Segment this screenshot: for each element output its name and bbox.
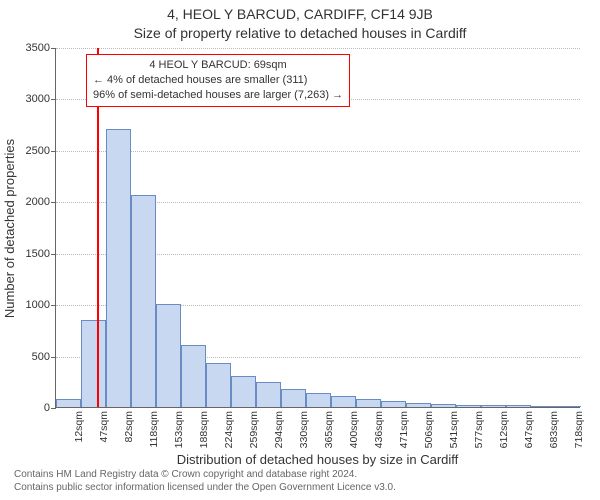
histogram-bar <box>106 129 131 407</box>
x-tick-label: 718sqm <box>573 411 585 448</box>
histogram-bar <box>456 405 481 407</box>
x-tick-label: 506sqm <box>423 411 435 448</box>
x-tick-label: 12sqm <box>73 411 85 443</box>
y-gridline <box>56 151 580 152</box>
plot-area: 050010001500200025003000350012sqm47sqm82… <box>55 48 580 408</box>
x-tick-label: 47sqm <box>98 411 110 443</box>
histogram-bar <box>431 404 456 407</box>
x-tick-label: 436sqm <box>373 411 385 448</box>
histogram-bar <box>481 405 506 407</box>
histogram-bar <box>506 405 531 407</box>
y-tick-label: 3500 <box>26 42 56 54</box>
histogram-bar <box>231 376 256 407</box>
y-axis-label: Number of detached properties <box>3 138 18 317</box>
x-tick-label: 612sqm <box>498 411 510 448</box>
annotation-box: 4 HEOL Y BARCUD: 69sqm← 4% of detached h… <box>86 54 350 107</box>
y-axis-label-container: Number of detached properties <box>2 48 18 408</box>
histogram-bar <box>206 363 231 407</box>
footer-line1: Contains HM Land Registry data © Crown c… <box>14 469 586 482</box>
histogram-bar <box>531 406 556 407</box>
footer-line2: Contains public sector information licen… <box>14 482 586 495</box>
x-tick-label: 330sqm <box>298 411 310 448</box>
x-tick-label: 188sqm <box>198 411 210 448</box>
y-tick-label: 0 <box>44 402 56 414</box>
y-tick-label: 3000 <box>26 93 56 105</box>
x-tick-label: 577sqm <box>473 411 485 448</box>
y-tick-label: 2000 <box>26 196 56 208</box>
chart-title-line2: Size of property relative to detached ho… <box>0 25 600 41</box>
histogram-bar <box>381 401 406 407</box>
x-tick-label: 400sqm <box>348 411 360 448</box>
x-tick-label: 259sqm <box>248 411 260 448</box>
x-tick-label: 365sqm <box>323 411 335 448</box>
histogram-bar <box>356 399 381 407</box>
histogram-bar <box>81 320 106 407</box>
annotation-line: 4 HEOL Y BARCUD: 69sqm <box>93 58 343 73</box>
y-gridline <box>56 48 580 49</box>
y-tick-label: 1500 <box>26 248 56 260</box>
x-tick-label: 153sqm <box>173 411 185 448</box>
x-tick-label: 294sqm <box>273 411 285 448</box>
y-tick-label: 1000 <box>26 299 56 311</box>
histogram-bar <box>56 399 81 407</box>
footer-text: Contains HM Land Registry data © Crown c… <box>14 469 586 494</box>
x-tick-label: 683sqm <box>548 411 560 448</box>
x-tick-label: 224sqm <box>223 411 235 448</box>
histogram-bar <box>181 345 206 407</box>
x-tick-label: 647sqm <box>523 411 535 448</box>
histogram-bar <box>256 382 281 407</box>
x-tick-label: 82sqm <box>123 411 135 443</box>
y-tick-label: 2500 <box>26 145 56 157</box>
histogram-bar <box>156 304 181 407</box>
histogram-bar <box>306 393 331 407</box>
annotation-line: 96% of semi-detached houses are larger (… <box>93 88 343 103</box>
chart-title-line1: 4, HEOL Y BARCUD, CARDIFF, CF14 9JB <box>0 6 600 22</box>
x-tick-label: 118sqm <box>148 411 160 448</box>
y-tick-label: 500 <box>32 351 56 363</box>
histogram-bar <box>331 396 356 407</box>
histogram-bar <box>406 403 431 407</box>
x-tick-label: 541sqm <box>448 411 460 448</box>
histogram-bar <box>556 406 581 407</box>
chart-container: 4, HEOL Y BARCUD, CARDIFF, CF14 9JB Size… <box>0 0 600 500</box>
annotation-line: ← 4% of detached houses are smaller (311… <box>93 73 343 88</box>
x-axis-label: Distribution of detached houses by size … <box>55 452 580 467</box>
histogram-bar <box>281 389 306 408</box>
x-tick-label: 471sqm <box>398 411 410 448</box>
histogram-bar <box>131 195 156 407</box>
